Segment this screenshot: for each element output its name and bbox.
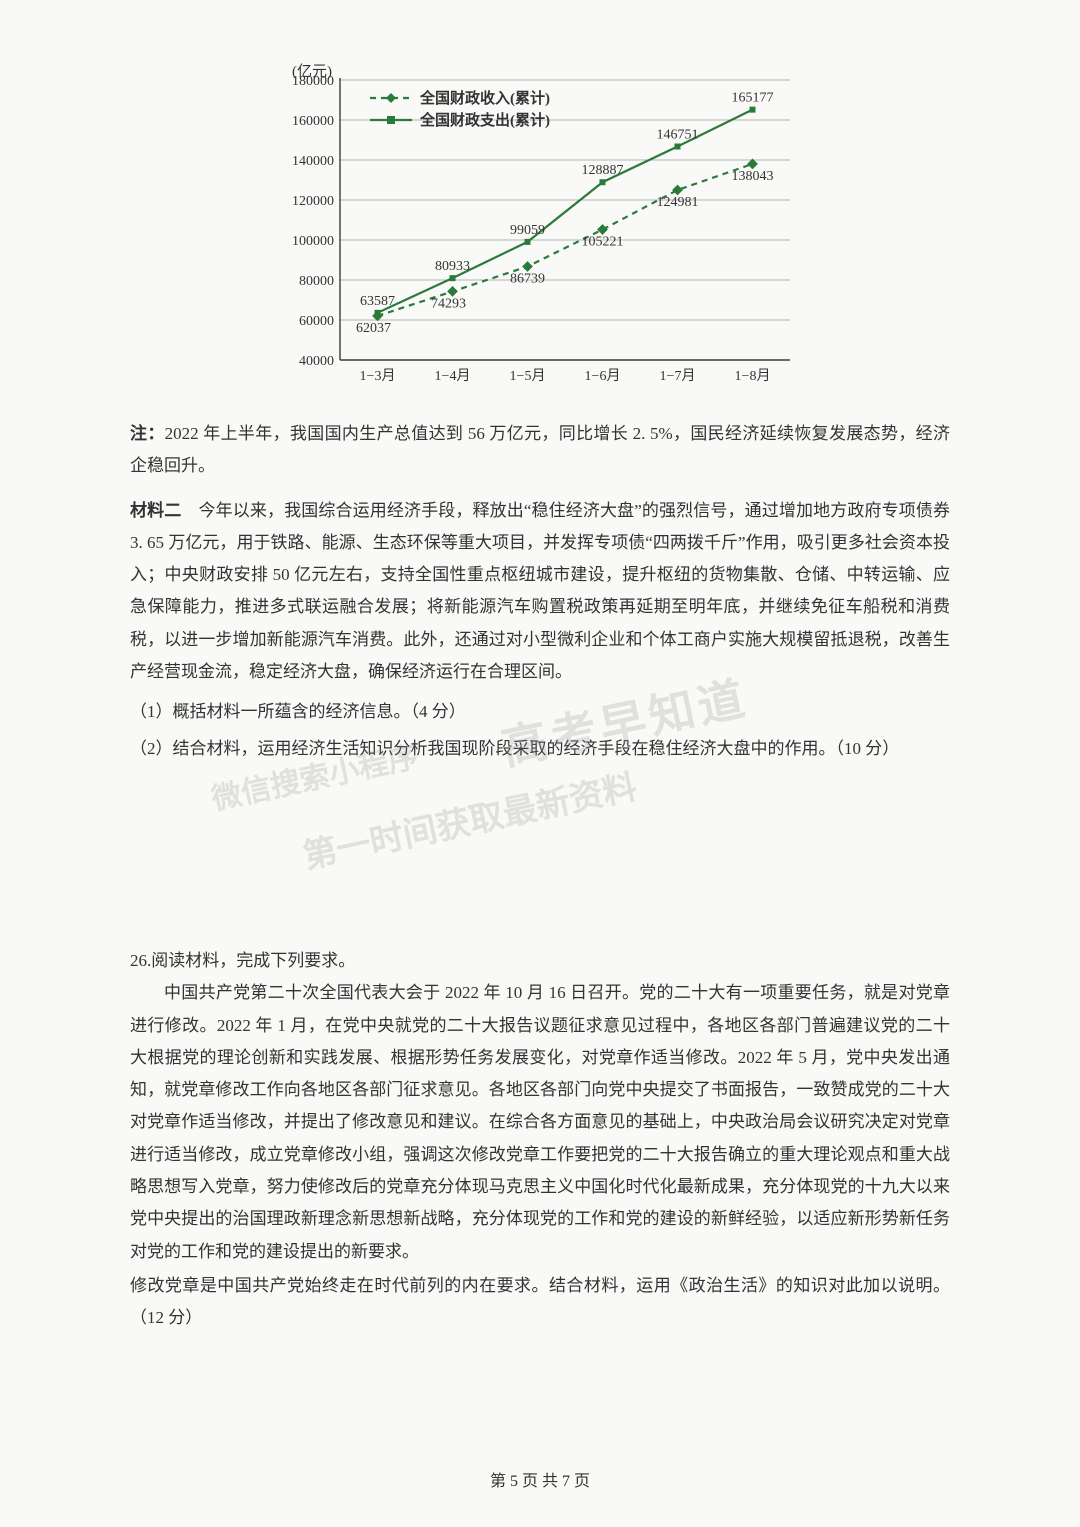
- svg-text:60000: 60000: [299, 314, 334, 329]
- svg-text:120000: 120000: [292, 194, 334, 209]
- chart-note: 注：2022 年上半年，我国国内生产总值达到 56 万亿元，同比增长 2. 5%…: [130, 418, 950, 483]
- svg-text:1−7月: 1−7月: [660, 368, 696, 384]
- svg-text:1−5月: 1−5月: [510, 368, 546, 384]
- svg-text:160000: 160000: [292, 114, 334, 129]
- svg-text:1−6月: 1−6月: [585, 368, 621, 384]
- question-1: （1）概括材料一所蕴含的经济信息。（4 分）: [130, 696, 950, 728]
- svg-text:62037: 62037: [356, 321, 391, 336]
- svg-text:128887: 128887: [582, 163, 624, 178]
- svg-text:99059: 99059: [510, 223, 545, 238]
- material-2-label: 材料二: [130, 501, 181, 520]
- svg-text:1−3月: 1−3月: [360, 368, 396, 384]
- svg-text:80933: 80933: [435, 259, 470, 274]
- svg-text:140000: 140000: [292, 154, 334, 169]
- note-text: 2022 年上半年，我国国内生产总值达到 56 万亿元，同比增长 2. 5%，国…: [130, 424, 950, 475]
- svg-text:146751: 146751: [657, 127, 699, 142]
- svg-text:86739: 86739: [510, 272, 545, 287]
- svg-text:80000: 80000: [299, 274, 334, 289]
- svg-text:63587: 63587: [360, 294, 395, 309]
- note-prefix: 注：: [130, 424, 165, 443]
- question-2: （2）结合材料，运用经济生活知识分析我国现阶段采取的经济手段在稳住经济大盘中的作…: [130, 733, 950, 765]
- svg-text:1−4月: 1−4月: [435, 368, 471, 384]
- line-chart: (亿元)400006000080000100000120000140000160…: [260, 60, 820, 400]
- q26-heading: 26.阅读材料，完成下列要求。: [130, 945, 950, 977]
- q26-prompt: 修改党章是中国共产党始终走在时代前列的内在要求。结合材料，运用《政治生活》的知识…: [130, 1270, 950, 1335]
- svg-text:138043: 138043: [732, 169, 774, 184]
- watermark-3: 第一时间获取最新资料: [297, 755, 643, 889]
- svg-text:165177: 165177: [732, 91, 774, 106]
- svg-text:124981: 124981: [657, 195, 699, 210]
- svg-text:74293: 74293: [431, 296, 466, 311]
- svg-text:100000: 100000: [292, 234, 334, 249]
- chart-container: (亿元)400006000080000100000120000140000160…: [260, 60, 820, 400]
- svg-text:40000: 40000: [299, 354, 334, 369]
- material-2-text: 今年以来，我国综合运用经济手段，释放出“稳住经济大盘”的强烈信号，通过增加地方政…: [130, 501, 950, 681]
- svg-text:1−8月: 1−8月: [735, 368, 771, 384]
- svg-text:全国财政支出(累计): 全国财政支出(累计): [419, 111, 550, 129]
- svg-text:105221: 105221: [582, 235, 624, 250]
- page-number: 第 5 页 共 7 页: [0, 1467, 1080, 1497]
- material-2: 材料二 今年以来，我国综合运用经济手段，释放出“稳住经济大盘”的强烈信号，通过增…: [130, 495, 950, 689]
- q26-body: 中国共产党第二十次全国代表大会于 2022 年 10 月 16 日召开。党的二十…: [130, 977, 950, 1268]
- svg-text:全国财政收入(累计): 全国财政收入(累计): [419, 89, 550, 107]
- svg-text:180000: 180000: [292, 74, 334, 89]
